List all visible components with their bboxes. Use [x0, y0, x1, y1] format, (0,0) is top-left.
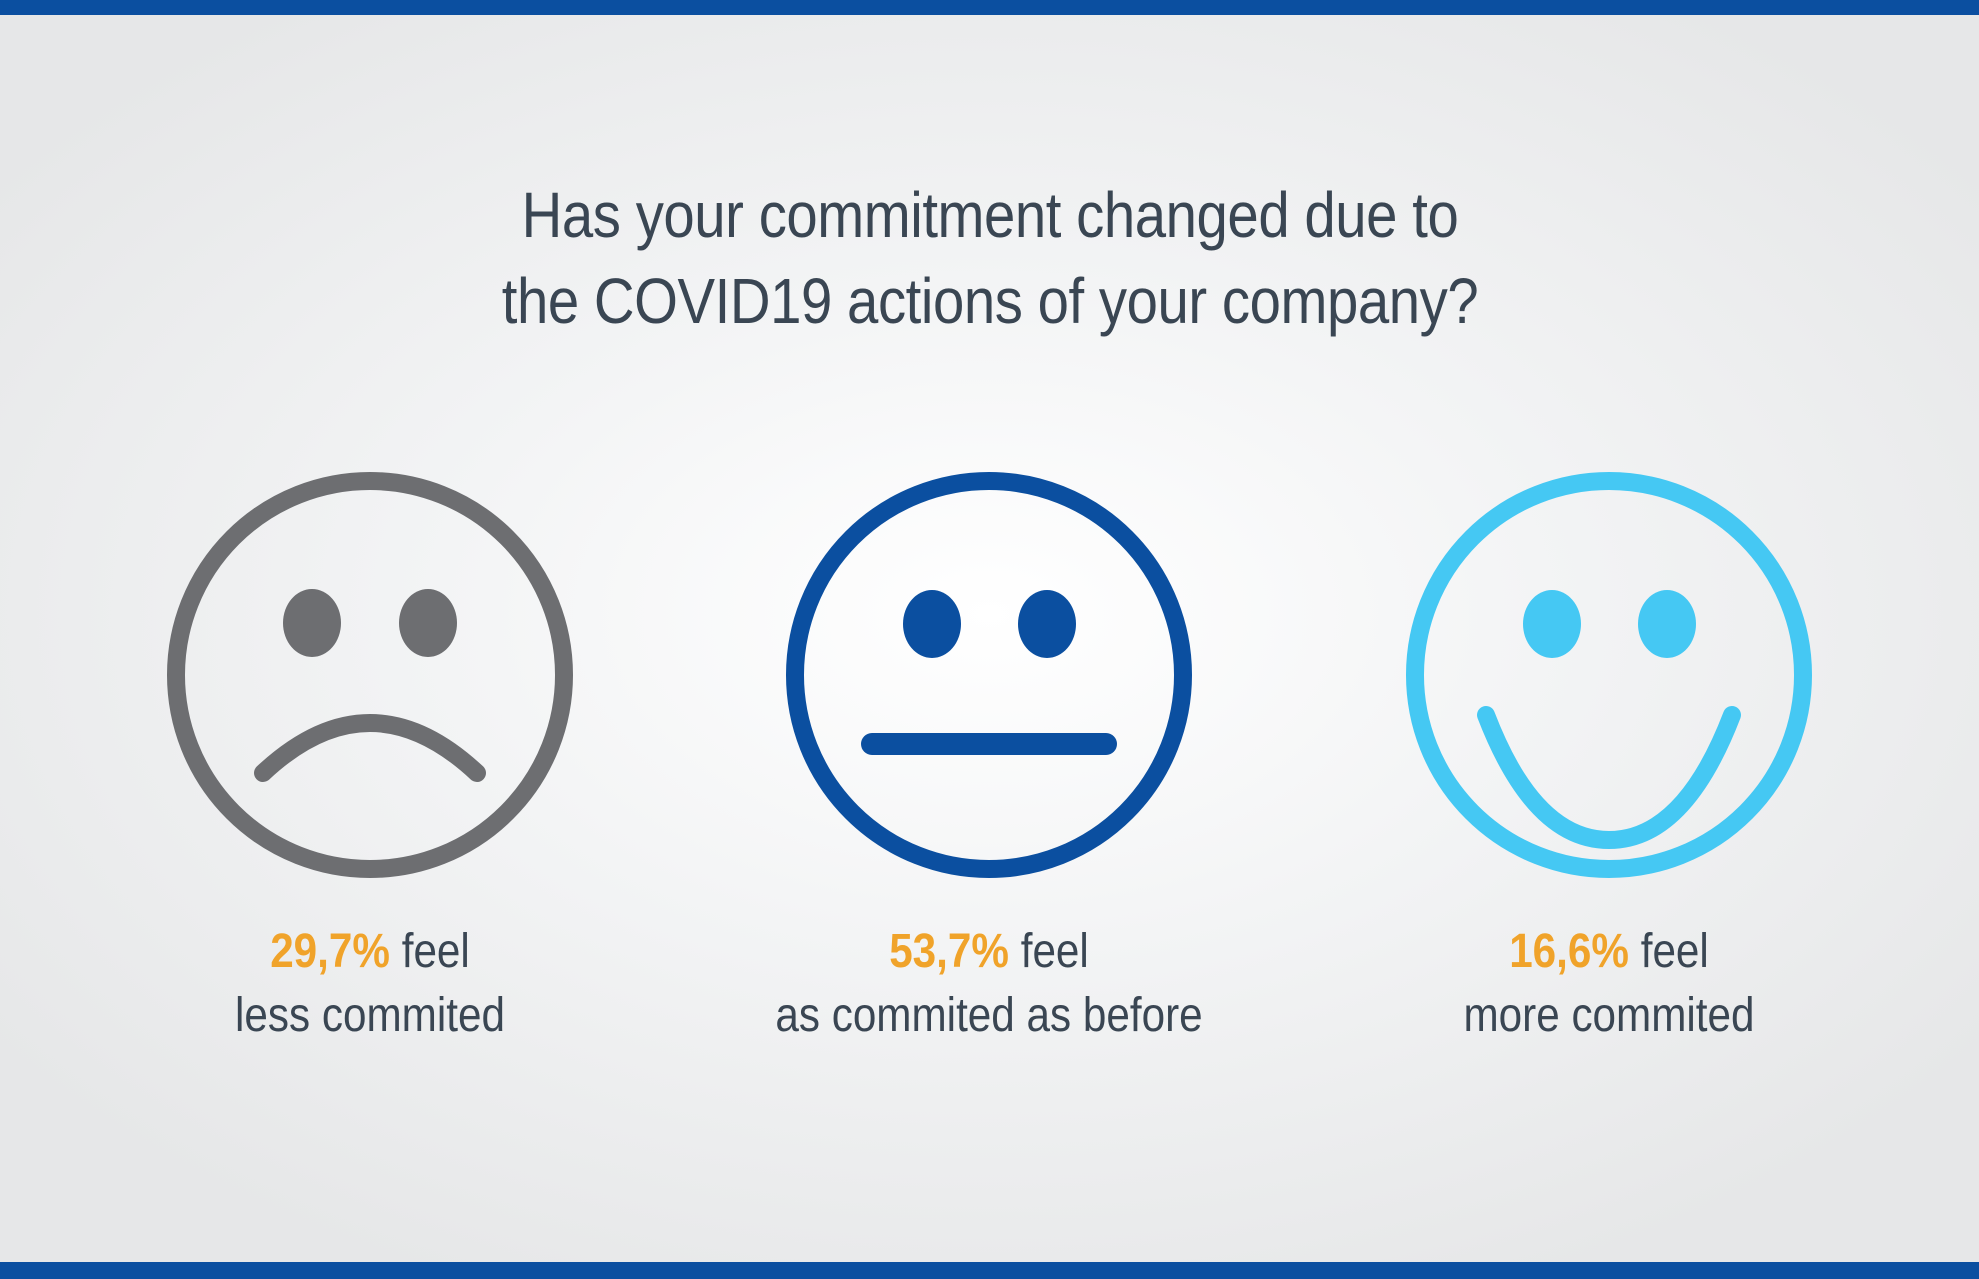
- caption-line-2: as commited as before: [775, 989, 1203, 1042]
- caption-line-2: more commited: [1463, 989, 1755, 1042]
- sad-face-icon: [165, 470, 575, 880]
- caption-suffix: feel: [1640, 925, 1709, 978]
- neutral-face-icon: [784, 470, 1194, 880]
- sad-face-graphic: [167, 472, 573, 878]
- happy-face-graphic: [1406, 472, 1812, 878]
- caption-more-committed: 16,6% feel more commited: [1363, 920, 1856, 1048]
- caption-as-committed: 53,7% feel as commited as before: [743, 920, 1236, 1048]
- caption-less-committed: 29,7% feel less commited: [124, 920, 617, 1048]
- question-title: Has your commitment changed due to the C…: [374, 172, 1606, 344]
- caption-line-1: 29,7% feel: [124, 920, 617, 984]
- percent-value: 53,7%: [889, 925, 1009, 978]
- caption-line-1: 16,6% feel: [1363, 920, 1856, 984]
- neutral-face-graphic: [786, 472, 1192, 878]
- caption-line-2: less commited: [235, 989, 505, 1042]
- caption-line-1: 53,7% feel: [743, 920, 1236, 984]
- question-title-line-2: the COVID19 actions of your company?: [501, 265, 1479, 337]
- caption-suffix: feel: [1020, 925, 1089, 978]
- caption-suffix: feel: [401, 925, 470, 978]
- percent-value: 29,7%: [270, 925, 390, 978]
- happy-face-icon: [1404, 470, 1814, 880]
- top-accent-bar: [0, 0, 1979, 15]
- percent-value: 16,6%: [1509, 925, 1629, 978]
- question-title-line-1: Has your commitment changed due to: [521, 179, 1459, 251]
- bottom-accent-bar: [0, 1262, 1979, 1279]
